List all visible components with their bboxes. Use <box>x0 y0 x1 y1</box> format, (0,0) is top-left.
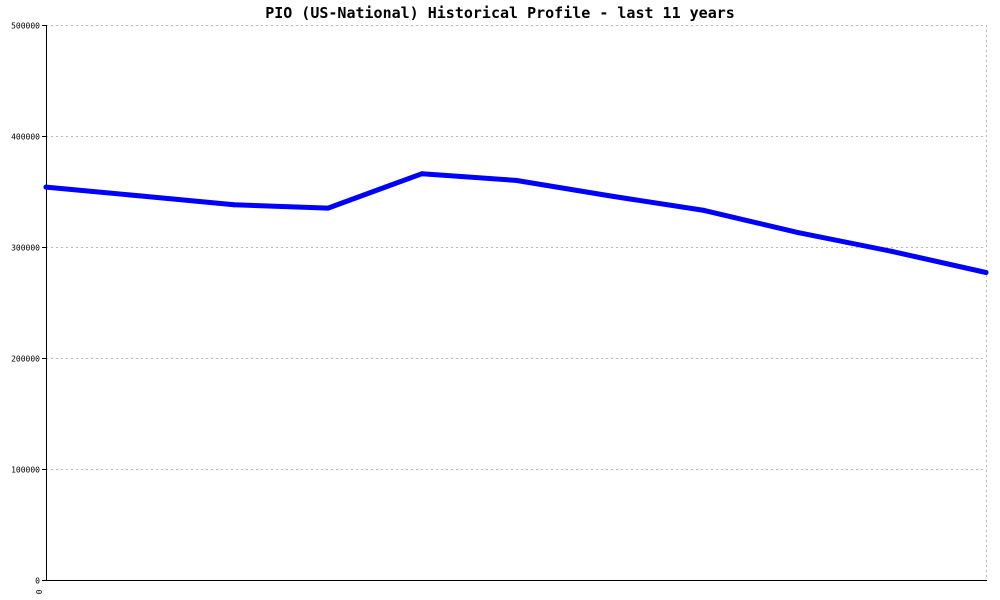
series-line-0 <box>43 171 989 275</box>
data-point <box>795 230 801 236</box>
data-point <box>607 193 613 199</box>
chart-title: PIO (US-National) Historical Profile - l… <box>265 4 735 22</box>
tick-labels: 0 100000 200000 300000 400000 500000 0 <box>11 22 44 595</box>
y-tick-label: 500000 <box>11 22 40 31</box>
data-point <box>889 248 895 254</box>
data-point <box>701 207 707 213</box>
grid <box>46 25 987 580</box>
data-point <box>231 202 237 208</box>
data-point <box>137 193 143 199</box>
data-point <box>419 171 425 177</box>
axes <box>42 25 987 581</box>
y-tick-label: 200000 <box>11 355 40 364</box>
data-point <box>43 184 49 190</box>
data-point <box>983 270 989 275</box>
y-tick-label: 300000 <box>11 244 40 253</box>
data-point <box>513 177 519 183</box>
y-tick-label: 400000 <box>11 133 40 142</box>
x-tick-label: 0 <box>35 589 44 594</box>
y-tick-label: 100000 <box>11 466 40 475</box>
data-point <box>325 205 331 211</box>
series-layer <box>43 171 989 275</box>
y-tick-label: 0 <box>35 577 40 586</box>
